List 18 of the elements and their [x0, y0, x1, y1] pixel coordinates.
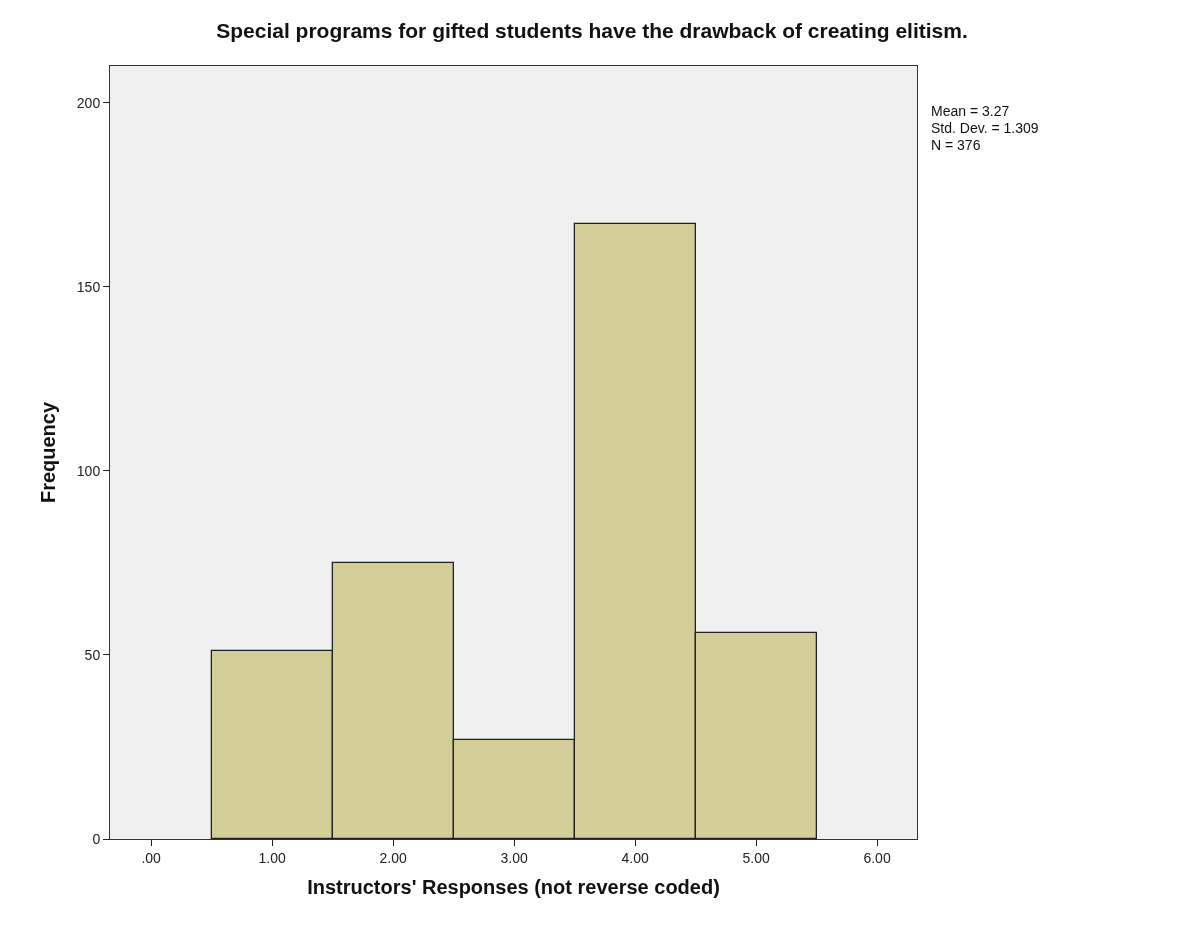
text: Mean = 3.27 [931, 103, 1010, 119]
text: N = 376 [931, 137, 981, 153]
x-tick-label: 5.00 [742, 849, 770, 866]
x-tick-label: 6.00 [863, 849, 891, 866]
y-axis-title: Frequency [37, 401, 60, 504]
x-tick-label: 4.00 [621, 849, 649, 866]
y-tick-label: 50 [84, 646, 101, 663]
x-tick-label: 1.00 [258, 849, 286, 866]
x-tick-label: .00 [141, 849, 162, 866]
y-tick-label: 200 [76, 94, 101, 111]
y-tick-label: 150 [76, 278, 101, 295]
x-tick-label: 3.00 [500, 849, 528, 866]
x-tick-label: 2.00 [379, 849, 407, 866]
x-axis-title: Instructors' Responses (not reverse coded) [307, 876, 720, 899]
text: Std. Dev. = 1.309 [931, 120, 1039, 136]
chart-title: Special programs for gifted students have the drawback of creating elitism. [216, 19, 968, 42]
y-tick-label: 100 [76, 462, 101, 479]
y-tick-label: 0 [92, 830, 101, 847]
